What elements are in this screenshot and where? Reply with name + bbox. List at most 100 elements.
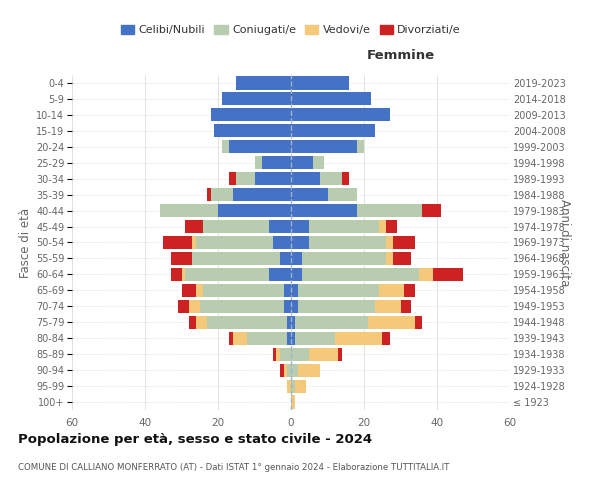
Bar <box>211 188 233 201</box>
Bar <box>356 140 364 153</box>
Bar <box>433 268 463 281</box>
Bar <box>284 364 287 376</box>
Bar <box>291 76 349 90</box>
Bar <box>291 396 295 408</box>
Bar <box>291 188 328 201</box>
Bar <box>320 172 342 185</box>
Bar <box>207 188 211 201</box>
Bar <box>291 156 313 170</box>
Bar <box>291 316 295 329</box>
Bar <box>236 172 254 185</box>
Bar <box>298 364 320 376</box>
Bar <box>170 268 182 281</box>
Bar <box>277 348 280 360</box>
Bar <box>200 300 284 313</box>
Bar <box>196 316 207 329</box>
Bar <box>295 332 335 345</box>
Bar <box>254 156 262 170</box>
Bar <box>236 76 291 90</box>
Bar <box>404 284 415 297</box>
Bar <box>196 236 273 249</box>
Bar <box>181 268 185 281</box>
Bar <box>291 364 298 376</box>
Bar <box>229 140 291 153</box>
Bar <box>291 172 320 185</box>
Bar <box>419 268 433 281</box>
Bar <box>309 220 379 233</box>
Bar <box>287 332 291 345</box>
Bar <box>291 332 295 345</box>
Bar <box>287 316 291 329</box>
Text: Femmine: Femmine <box>367 48 434 62</box>
Bar <box>393 236 415 249</box>
Bar <box>356 204 422 217</box>
Bar <box>328 188 356 201</box>
Bar <box>193 236 196 249</box>
Bar <box>193 252 280 265</box>
Bar <box>291 252 302 265</box>
Bar <box>233 188 291 201</box>
Bar <box>368 316 415 329</box>
Bar <box>291 300 298 313</box>
Bar <box>280 348 291 360</box>
Text: COMUNE DI CALLIANO MONFERRATO (AT) - Dati ISTAT 1° gennaio 2024 - Elaborazione T: COMUNE DI CALLIANO MONFERRATO (AT) - Dat… <box>18 462 449 471</box>
Legend: Celibi/Nubili, Coniugati/e, Vedovi/e, Divorziati/e: Celibi/Nubili, Coniugati/e, Vedovi/e, Di… <box>116 20 466 40</box>
Bar <box>207 316 287 329</box>
Bar <box>254 172 291 185</box>
Bar <box>163 236 193 249</box>
Bar <box>291 220 309 233</box>
Bar <box>298 300 375 313</box>
Y-axis label: Anni di nascita: Anni di nascita <box>558 199 571 286</box>
Bar <box>269 268 291 281</box>
Bar <box>203 284 284 297</box>
Bar <box>309 348 338 360</box>
Bar <box>280 252 291 265</box>
Y-axis label: Fasce di età: Fasce di età <box>19 208 32 278</box>
Bar <box>273 236 291 249</box>
Bar <box>342 172 349 185</box>
Bar <box>221 140 229 153</box>
Bar <box>185 268 269 281</box>
Bar <box>233 332 247 345</box>
Bar <box>185 220 203 233</box>
Bar <box>291 236 309 249</box>
Bar <box>280 364 284 376</box>
Bar <box>382 332 389 345</box>
Bar <box>214 124 291 138</box>
Bar <box>229 332 233 345</box>
Bar <box>287 364 291 376</box>
Bar <box>218 204 291 217</box>
Bar <box>313 156 324 170</box>
Bar <box>189 300 200 313</box>
Bar <box>335 332 382 345</box>
Bar <box>291 284 298 297</box>
Bar <box>386 236 393 249</box>
Bar <box>415 316 422 329</box>
Bar <box>422 204 440 217</box>
Bar <box>291 140 356 153</box>
Bar <box>262 156 291 170</box>
Bar <box>247 332 287 345</box>
Bar <box>375 300 401 313</box>
Bar <box>160 204 218 217</box>
Bar <box>269 220 291 233</box>
Bar <box>291 204 356 217</box>
Bar <box>295 316 368 329</box>
Bar <box>393 252 412 265</box>
Bar <box>273 348 277 360</box>
Bar <box>338 348 342 360</box>
Bar <box>178 300 189 313</box>
Bar <box>182 284 196 297</box>
Bar <box>291 108 389 122</box>
Bar <box>170 252 193 265</box>
Bar <box>284 300 291 313</box>
Bar <box>284 284 291 297</box>
Bar <box>291 348 309 360</box>
Bar <box>291 124 375 138</box>
Text: Popolazione per età, sesso e stato civile - 2024: Popolazione per età, sesso e stato civil… <box>18 432 372 446</box>
Bar <box>302 252 386 265</box>
Bar <box>401 300 412 313</box>
Bar <box>295 380 305 392</box>
Bar <box>379 284 404 297</box>
Bar <box>309 236 386 249</box>
